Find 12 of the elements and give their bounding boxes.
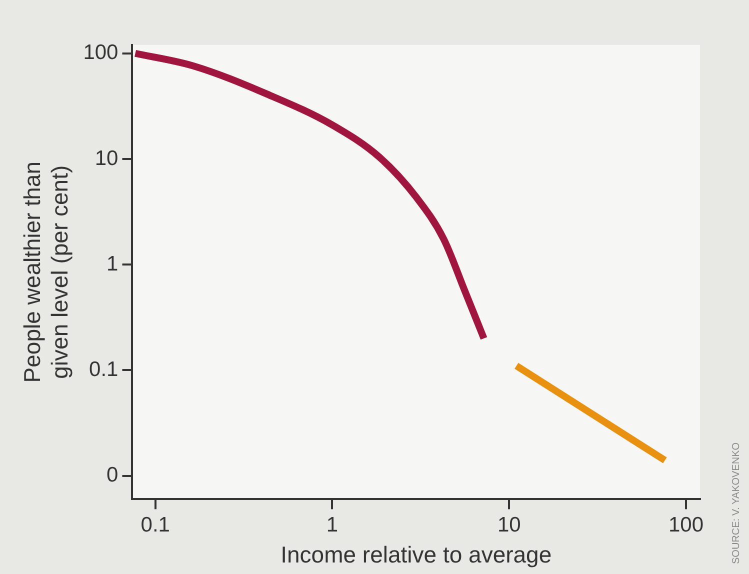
y-tick-label: 10 [94, 146, 118, 170]
y-tick-label: 0.1 [89, 358, 118, 381]
x-tick-label: 0.1 [140, 514, 170, 537]
source-note: SOURCE: V. YAKOVENKO [731, 442, 742, 564]
y-tick-label: 0 [106, 464, 118, 487]
y-tick-label: 1 [106, 252, 118, 276]
x-axis-title: Income relative to average [280, 542, 552, 568]
x-tick-label: 1 [326, 514, 338, 537]
x-tick-label: 10 [497, 514, 521, 537]
x-tick-label: 100 [668, 514, 704, 537]
y-axis-title: People wealthier than given level (per cent) [19, 161, 73, 383]
y-tick-label: 100 [83, 41, 118, 64]
